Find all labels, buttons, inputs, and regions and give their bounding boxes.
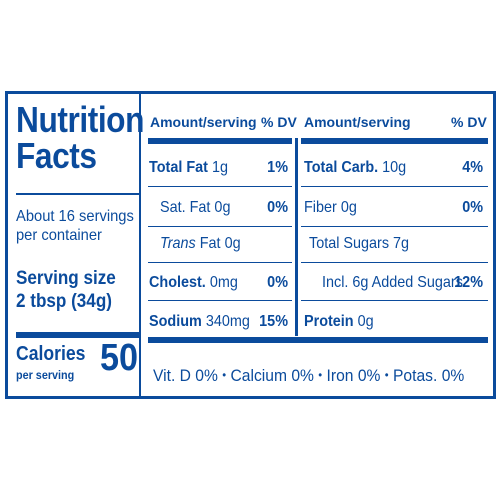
- vitamins-minerals: Vit. D 0% • Calcium 0% • Iron 0% • Potas…: [153, 366, 464, 387]
- title-line-1: Nutrition: [16, 99, 145, 140]
- bullet-separator: •: [222, 368, 227, 382]
- serving-size: Serving size 2 tbsp (34g): [16, 267, 116, 313]
- calories-sub: per serving: [16, 368, 75, 382]
- row-rule: [148, 300, 292, 301]
- row-rule: [148, 262, 292, 263]
- fiber-amount: 0g: [340, 199, 357, 216]
- header-amount-left: Amount/serving: [150, 114, 257, 130]
- row-total-sugars: Total Sugars 7g: [309, 234, 409, 254]
- header-rule-left: [148, 138, 292, 144]
- column-divider: [295, 138, 298, 336]
- servings-line-1: About 16 servings: [16, 208, 134, 225]
- total-carb-name: Total Carb.: [304, 159, 379, 176]
- fiber-name: Fiber: [304, 199, 337, 216]
- sat-fat-amount: 0g: [214, 199, 231, 216]
- serving-size-label: Serving size: [16, 268, 116, 289]
- total-carb-dv: 4%: [462, 159, 483, 176]
- sat-fat-name: Sat. Fat: [160, 199, 211, 216]
- cholesterol-dv: 0%: [267, 274, 288, 291]
- protein-amount: 0g: [357, 313, 374, 330]
- header-amount-right: Amount/serving: [304, 114, 411, 130]
- row-protein: Protein 0g: [304, 312, 374, 332]
- serving-size-value: 2 tbsp (34g): [16, 291, 112, 312]
- nutrition-facts-label: Nutrition Facts About 16 servings per co…: [5, 91, 496, 399]
- row-cholesterol: Cholest. 0mg: [149, 273, 238, 293]
- row-added-sugars: Incl. 6g Added Sugars: [322, 273, 463, 293]
- sat-fat-dv: 0%: [267, 199, 288, 216]
- header-dv-left: % DV: [261, 114, 297, 130]
- row-sodium: Sodium 340mg: [149, 312, 250, 332]
- total-fat-dv: 1%: [267, 159, 288, 176]
- total-fat-amount: 1g: [211, 159, 228, 176]
- trans-fat-name: Trans: [160, 235, 196, 252]
- protein-name: Protein: [304, 313, 354, 330]
- trans-fat-amount: 0g: [224, 235, 241, 252]
- sodium-name: Sodium: [149, 313, 202, 330]
- panel-divider: [139, 94, 141, 396]
- title-rule: [16, 193, 139, 195]
- potassium: Potas. 0%: [393, 366, 465, 385]
- label-title: Nutrition Facts: [16, 102, 144, 174]
- row-trans-fat: Trans Fat 0g: [160, 234, 241, 254]
- added-sugars-name: Incl. 6g Added Sugars: [322, 274, 463, 291]
- cholesterol-name: Cholest.: [149, 274, 206, 291]
- header-dv-right: % DV: [451, 114, 487, 130]
- cholesterol-amount: 0mg: [209, 274, 238, 291]
- sodium-amount: 340mg: [205, 313, 250, 330]
- iron: Iron 0%: [326, 366, 381, 385]
- total-sugars-name: Total Sugars: [309, 235, 390, 252]
- row-rule: [148, 226, 292, 227]
- header-rule-right: [301, 138, 488, 144]
- fiber-dv: 0%: [462, 199, 483, 216]
- row-rule: [301, 262, 488, 263]
- row-rule: [301, 226, 488, 227]
- calcium: Calcium 0%: [230, 366, 314, 385]
- row-rule: [301, 186, 488, 187]
- bullet-separator: •: [318, 368, 323, 382]
- left-panel: Nutrition Facts About 16 servings per co…: [8, 94, 145, 396]
- row-total-fat: Total Fat 1g: [149, 158, 228, 178]
- vitamin-d: Vit. D 0%: [153, 366, 218, 385]
- sodium-dv: 15%: [259, 313, 288, 330]
- servings-per-container: About 16 servings per container: [16, 207, 134, 245]
- bullet-separator: •: [384, 368, 389, 382]
- added-sugars-dv: 12%: [454, 274, 483, 291]
- calories-label: Calories: [16, 343, 86, 365]
- total-carb-amount: 10g: [382, 159, 407, 176]
- row-fiber: Fiber 0g: [304, 198, 357, 218]
- row-rule: [301, 300, 488, 301]
- calories-value: 50: [100, 337, 139, 379]
- row-sat-fat: Sat. Fat 0g: [160, 198, 230, 218]
- calories-rule: [16, 332, 139, 338]
- title-line-2: Facts: [16, 135, 97, 176]
- servings-line-2: per container: [16, 227, 102, 244]
- trans-fat-name-2: Fat: [199, 235, 221, 252]
- row-total-carb: Total Carb. 10g: [304, 158, 406, 178]
- total-sugars-amount: 7g: [393, 235, 410, 252]
- vitamins-rule: [148, 337, 488, 343]
- row-rule: [148, 186, 292, 187]
- total-fat-name: Total Fat: [149, 159, 208, 176]
